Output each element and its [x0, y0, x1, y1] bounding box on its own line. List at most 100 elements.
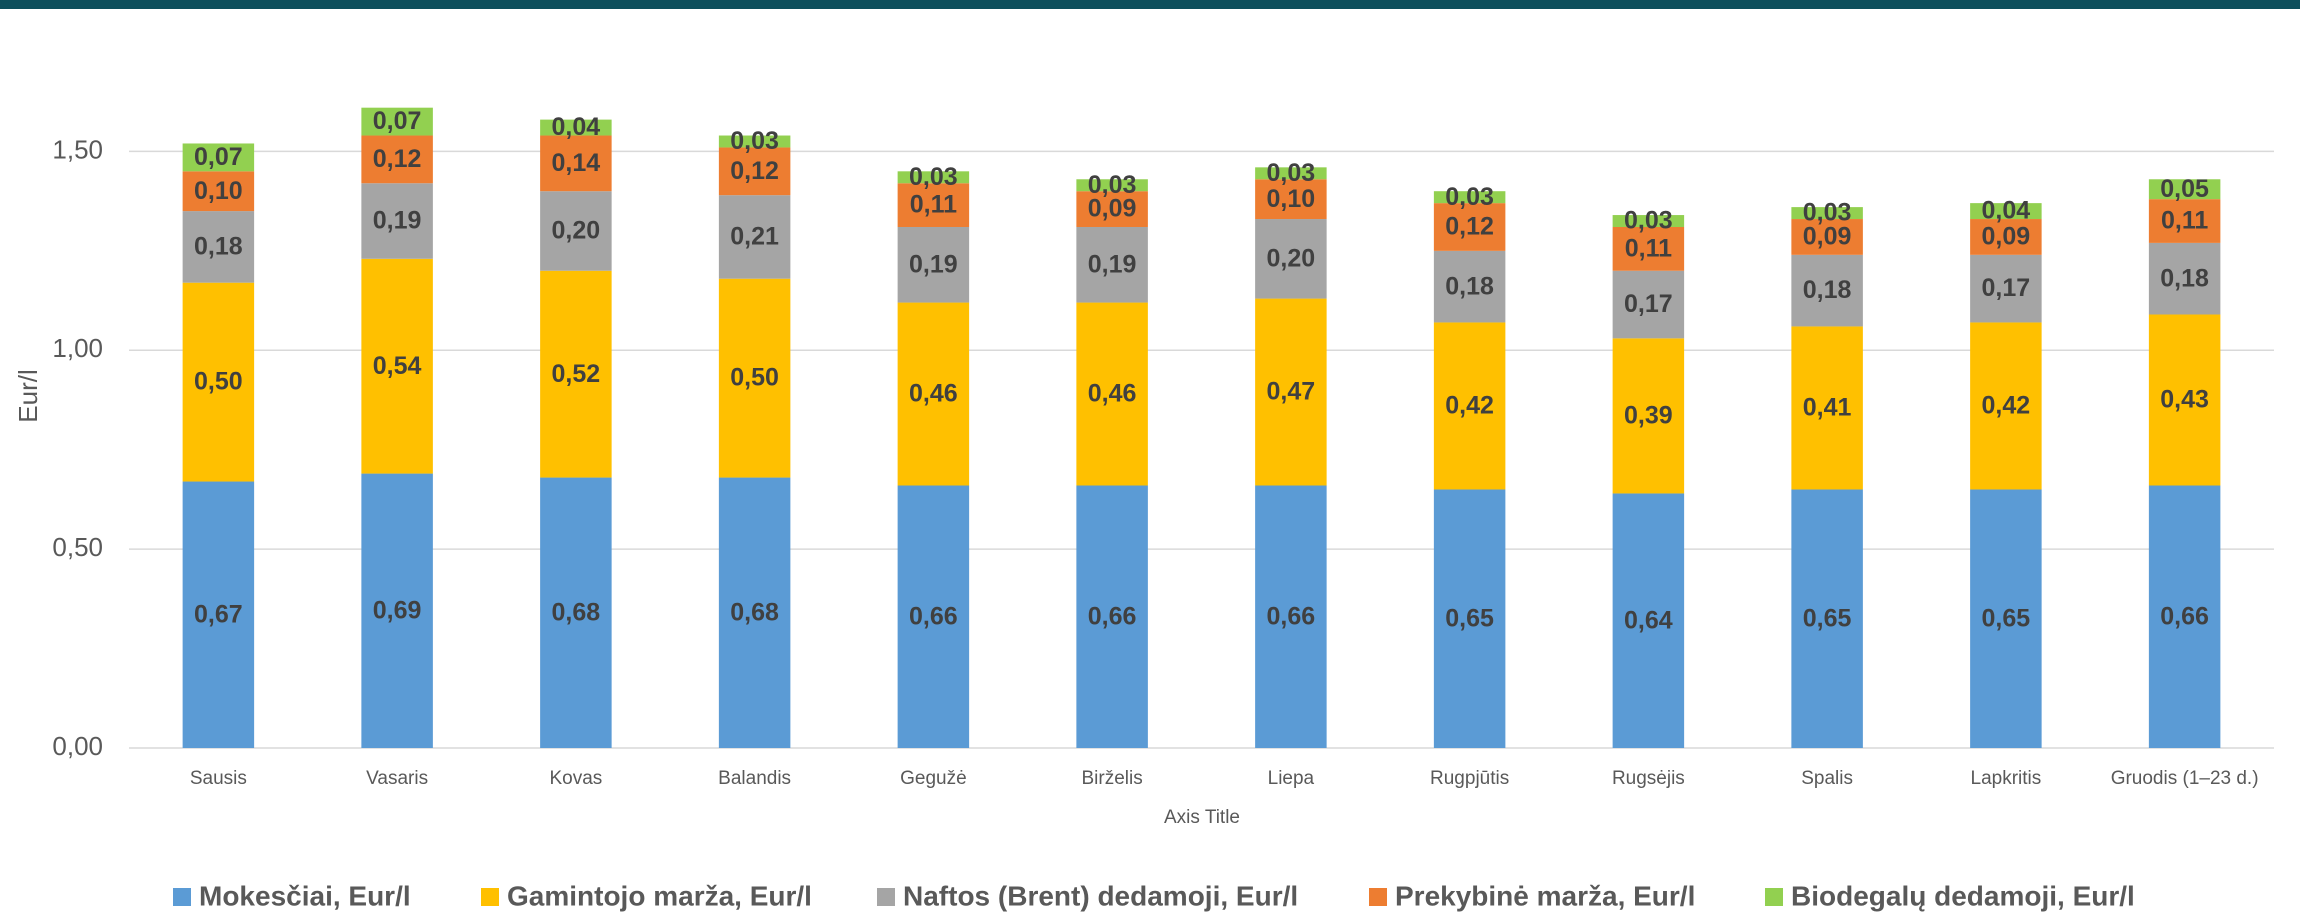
top-band: [0, 0, 2300, 9]
bar-segment: [1791, 219, 1863, 255]
data-label: 0,46: [1088, 380, 1137, 408]
data-label: 0,67: [194, 600, 243, 628]
bar-segment: [1791, 254, 1863, 327]
data-label: 0,17: [1982, 274, 2031, 302]
data-label: 0,17: [1624, 290, 1673, 318]
data-label: 0,66: [909, 602, 958, 630]
bar-segment: [182, 211, 255, 283]
data-label: 0,66: [1088, 602, 1137, 630]
x-tick-label: Vasaris: [366, 768, 428, 789]
bar-segment: [718, 195, 791, 279]
data-label: 0,03: [1445, 183, 1494, 211]
data-label: 0,04: [1982, 197, 2031, 225]
data-label: 0,65: [1803, 604, 1852, 632]
data-label: 0,43: [2160, 386, 2209, 414]
bar-segment: [361, 258, 433, 474]
x-tick-label: Liepa: [1268, 768, 1315, 789]
bar-segment: [1612, 270, 1685, 339]
bar-segment: [361, 107, 433, 136]
bar-segment: [897, 226, 970, 303]
data-label: 0,66: [2160, 602, 2209, 630]
data-label: 0,03: [1624, 207, 1673, 235]
bar-segment: [540, 135, 612, 192]
data-label: 0,41: [1803, 394, 1852, 422]
data-label: 0,09: [1982, 223, 2031, 251]
bar-segment: [897, 302, 970, 486]
data-label: 0,07: [194, 143, 243, 171]
y-tick-label: 0,00: [52, 731, 103, 761]
bar-segment: [1076, 226, 1148, 303]
data-label: 0,18: [1803, 276, 1852, 304]
x-tick-label: Rugpjūtis: [1430, 768, 1509, 789]
bar-segment: [1255, 167, 1327, 180]
bar-segment: [1791, 489, 1863, 748]
data-label: 0,07: [373, 107, 422, 135]
legend-swatch: [481, 888, 499, 906]
bar-segment: [1970, 254, 2042, 323]
x-tick-label: Sausis: [190, 768, 247, 789]
x-axis-title: Axis Title: [1164, 807, 1240, 828]
bar-segment: [2148, 199, 2221, 243]
bar-segment: [1612, 215, 1685, 227]
bar-segment: [1076, 191, 1148, 227]
bar-segment: [540, 477, 612, 748]
data-label: 0,18: [1445, 272, 1494, 300]
bar-segment: [1612, 338, 1685, 494]
bar-segment: [1433, 322, 1506, 490]
data-label: 0,46: [909, 380, 958, 408]
data-label: 0,11: [910, 191, 957, 219]
bar-segment: [1970, 219, 2042, 255]
legend-swatch: [877, 888, 895, 906]
data-label: 0,39: [1624, 402, 1673, 430]
bar-segment: [718, 278, 791, 478]
y-tick-label: 1,50: [52, 134, 103, 164]
data-label: 0,19: [909, 250, 958, 278]
bar-segment: [540, 191, 612, 271]
x-tick-label: Spalis: [1801, 768, 1853, 789]
data-label: 0,03: [730, 127, 779, 155]
data-label: 0,03: [909, 163, 958, 191]
bar-segment: [1612, 493, 1685, 748]
bar-segment: [1255, 179, 1327, 220]
data-label: 0,42: [1445, 392, 1494, 420]
bar-segment: [1970, 322, 2042, 490]
legend-label: Gamintojo marža, Eur/l: [507, 880, 812, 911]
bar-segment: [182, 282, 255, 482]
bar-segment: [718, 477, 791, 748]
data-label: 0,52: [552, 360, 601, 388]
data-label: 0,03: [1803, 199, 1852, 227]
y-axis-title: Eur/l: [13, 369, 43, 422]
bar-segment: [361, 473, 433, 748]
data-label: 0,20: [552, 217, 601, 245]
data-label: 0,09: [1803, 223, 1852, 251]
bar-segment: [2148, 179, 2221, 200]
x-tick-label: Gruodis (1–23 d.): [2111, 768, 2259, 789]
data-label: 0,12: [730, 157, 779, 185]
data-label: 0,69: [373, 596, 422, 624]
bar-segment: [1433, 250, 1506, 323]
bar-segment: [1970, 489, 2042, 748]
bar-segment: [897, 485, 970, 748]
bar-segment: [897, 171, 970, 184]
legend-swatch: [1765, 888, 1783, 906]
data-label: 0,64: [1624, 606, 1673, 634]
data-label: 0,12: [1445, 213, 1494, 241]
bar-segment: [182, 143, 255, 172]
bar-segment: [1612, 226, 1685, 271]
bar-segment: [1255, 298, 1327, 486]
data-label: 0,47: [1267, 378, 1316, 406]
bar-segment: [2148, 242, 2221, 315]
data-label: 0,09: [1088, 195, 1137, 223]
bar-segment: [718, 147, 791, 196]
data-label: 0,12: [373, 145, 422, 173]
bar-segment: [1076, 485, 1148, 748]
x-tick-label: Kovas: [549, 768, 602, 789]
bar-segment: [361, 183, 433, 259]
x-tick-label: Rugsėjis: [1612, 768, 1685, 789]
bar-segment: [2148, 485, 2221, 748]
data-label: 0,14: [552, 149, 601, 177]
bar-segment: [1433, 191, 1506, 204]
data-label: 0,68: [730, 598, 779, 626]
